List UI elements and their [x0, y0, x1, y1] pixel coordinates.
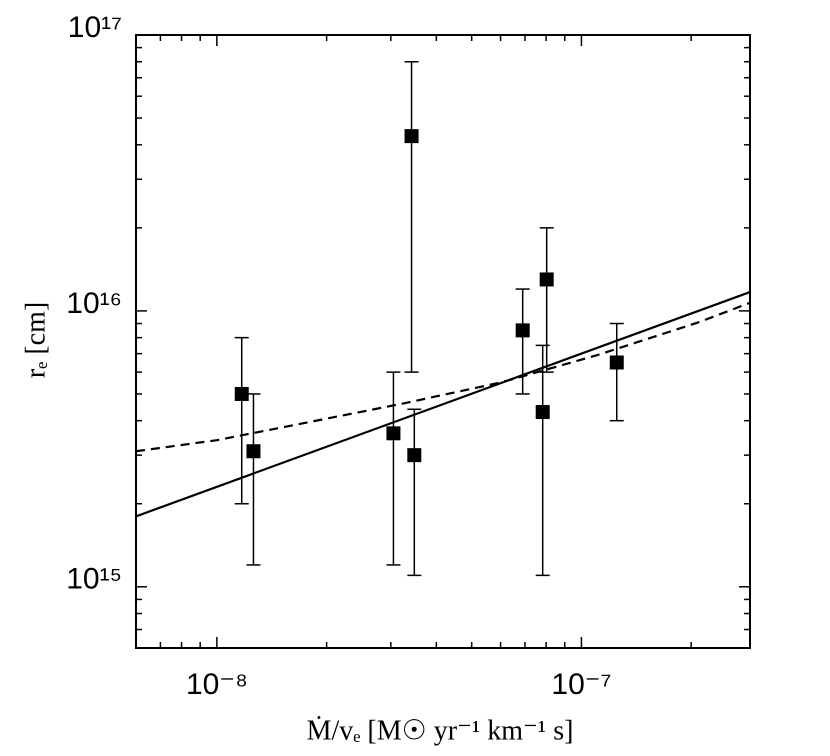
- y-axis-label: rₑ [cm]: [20, 302, 51, 378]
- fit-line: [135, 301, 751, 453]
- data-point: [407, 448, 422, 463]
- x-tick-label: 10⁻⁸: [186, 668, 248, 701]
- data-point: [386, 426, 401, 441]
- data-point: [246, 444, 261, 459]
- x-axis-label: Ṁ/vₑ [M☉ yr⁻¹ km⁻¹ s]: [307, 715, 574, 746]
- data-point: [515, 323, 530, 338]
- fit-line: [135, 291, 751, 518]
- y-tick-label: 10¹⁶: [66, 287, 122, 320]
- y-tick-label: 10¹⁵: [66, 563, 122, 596]
- data-point: [404, 129, 419, 144]
- y-tick-label: 10¹⁷: [68, 11, 122, 44]
- data-point: [609, 355, 624, 370]
- data-point: [234, 386, 249, 401]
- plot-frame: [135, 34, 751, 649]
- data-point: [535, 405, 550, 420]
- data-point: [539, 272, 554, 287]
- x-tick-label: 10⁻⁷: [551, 668, 611, 701]
